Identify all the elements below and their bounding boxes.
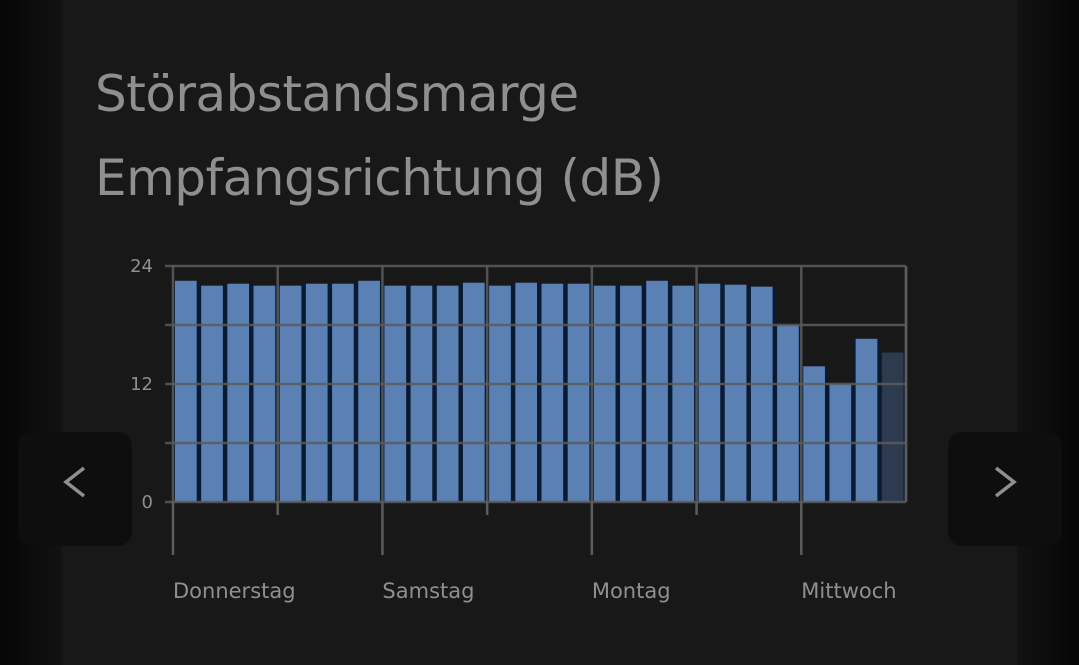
- x-tick-label: Samstag: [382, 579, 474, 603]
- left-edge: [0, 0, 62, 665]
- bar: [358, 280, 380, 502]
- bar: [279, 285, 302, 502]
- chevron-left-icon: [63, 466, 86, 498]
- chart-title: Störabstandsmarge Empfangsrichtung (dB): [95, 65, 664, 207]
- right-edge: [1017, 0, 1079, 665]
- next-button[interactable]: [948, 432, 1062, 546]
- bar: [698, 283, 721, 502]
- bar: [750, 286, 773, 502]
- bar: [593, 285, 616, 502]
- y-tick-label: 0: [142, 492, 153, 513]
- bar: [410, 285, 433, 502]
- bar: [384, 285, 407, 502]
- x-tick-label: Mittwoch: [801, 579, 896, 603]
- bar: [489, 285, 511, 502]
- bar: [620, 285, 642, 502]
- bar: [803, 366, 825, 502]
- y-tick-label: 24: [130, 256, 153, 277]
- bar: [305, 283, 328, 502]
- bar: [253, 285, 276, 502]
- chevron-right-icon: [994, 466, 1017, 498]
- y-tick-label: 12: [130, 374, 153, 395]
- bar: [541, 283, 564, 502]
- previous-button[interactable]: [18, 432, 132, 546]
- bar: [881, 352, 904, 502]
- bar: [672, 285, 695, 502]
- bar: [567, 283, 590, 502]
- bar: [855, 338, 878, 502]
- bar: [462, 282, 485, 502]
- bar: [332, 283, 354, 502]
- bar: [227, 283, 250, 502]
- bar: [436, 285, 459, 502]
- bar: [201, 285, 223, 502]
- bar: [777, 325, 799, 502]
- x-tick-label: Montag: [592, 579, 671, 603]
- x-tick-label: Donnerstag: [173, 579, 296, 603]
- bar: [646, 280, 668, 502]
- bar: [515, 282, 537, 502]
- bar: [175, 280, 197, 502]
- bar: [724, 284, 747, 502]
